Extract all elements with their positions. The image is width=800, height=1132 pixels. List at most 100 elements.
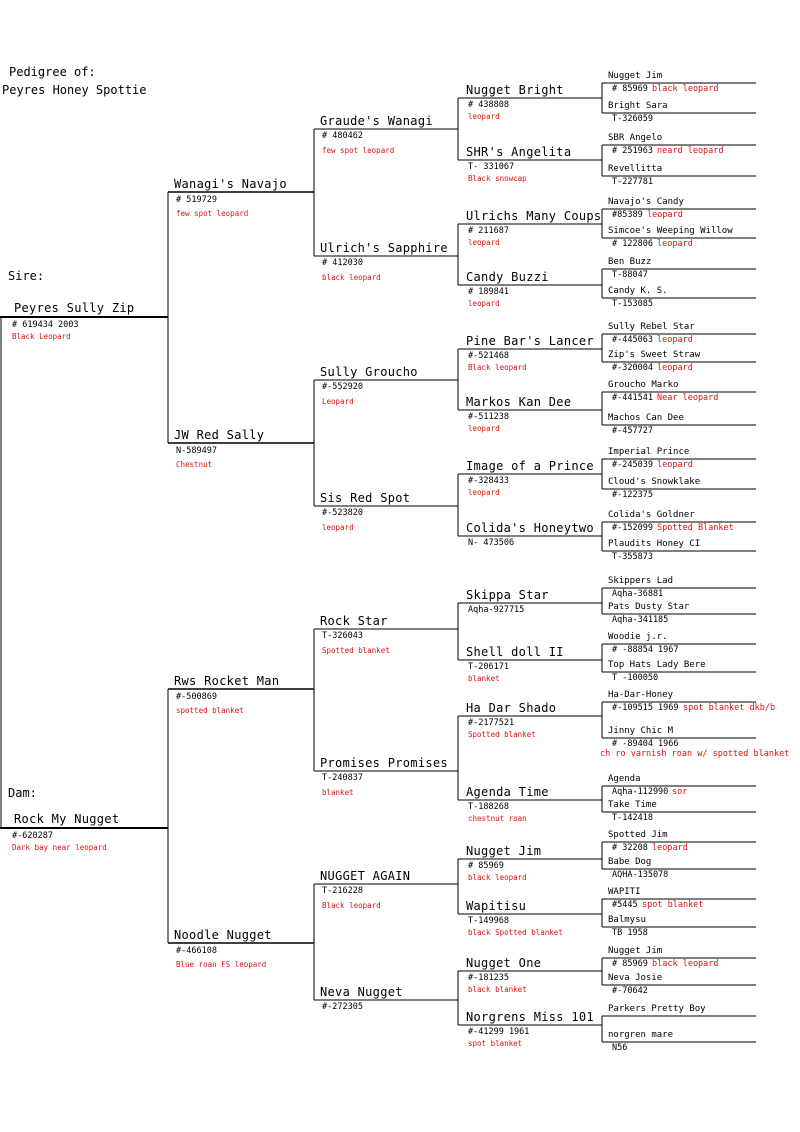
g4-horse-name: Candy Buzzi: [466, 270, 549, 284]
g4-horse-color: black Spotted blanket: [468, 928, 563, 937]
g2-horse-reg: #-500869: [176, 692, 217, 702]
g4-horse-reg: #-41299 1961: [468, 1027, 530, 1037]
g4-horse-color: black leopard: [468, 873, 527, 882]
g4-horse-reg: #-181235: [468, 973, 509, 983]
g4-horse-color: spot blanket: [468, 1039, 523, 1048]
g5-horse-reg: TB 1958: [612, 928, 648, 938]
g2-horse-name: Noodle Nugget: [174, 928, 272, 942]
g2-horse-color: Chestnut: [176, 460, 213, 469]
g4-horse-name: Nugget One: [466, 956, 542, 970]
g5-horse-reg: #-445063: [612, 335, 653, 345]
g4-horse-name: Image of a Prince: [466, 459, 594, 473]
g4-horse-reg: #-2177521: [468, 718, 515, 728]
g5-horse-name: Sully Rebel Star: [608, 322, 695, 332]
g2-horse-color: spotted blanket: [176, 706, 244, 715]
g5-horse-name: Take Time: [608, 800, 657, 810]
g4-horse-name: Markos Kan Dee: [466, 395, 572, 409]
g5-horse-reg: #85389: [612, 210, 643, 220]
g5-horse-reg: # 122806: [612, 239, 653, 249]
g5-horse-reg: T-88047: [612, 270, 648, 280]
g5-horse-name: Plaudits Honey CI: [608, 539, 701, 549]
g5-horse-reg: Aqha-112990: [612, 787, 669, 797]
g5-horse-reg: AQHA-135078: [612, 870, 669, 880]
g5-horse-reg: #-109515 1969: [612, 703, 679, 713]
g5-horse-name: Groucho Marko: [608, 380, 679, 390]
g3-horse-name: NUGGET AGAIN: [320, 869, 411, 883]
g3-horse-reg: T-240837: [322, 773, 363, 783]
g5-horse-color: leopard: [657, 239, 693, 249]
g2-horse-reg: #-466108: [176, 946, 217, 956]
g5-horse-name: Neva Josie: [608, 973, 663, 983]
g4-horse-color: chestnut roan: [468, 814, 527, 823]
g5-horse-reg: T-153085: [612, 299, 653, 309]
g3-horse-color: Spotted blanket: [322, 646, 390, 655]
g4-horse-name: Norgrens Miss 101: [466, 1010, 594, 1024]
g3-horse-color: black leopard: [322, 273, 381, 282]
g5-horse-color: spot blanket dkb/b: [683, 703, 776, 713]
g4-horse-name: Nugget Bright: [466, 83, 564, 97]
g5-horse-reg: # -89404 1966: [612, 739, 679, 749]
g5-horse-name: Ben Buzz: [608, 257, 652, 267]
g4-horse-reg: #-328433: [468, 476, 509, 486]
g4-horse-color: leopard: [468, 488, 500, 497]
g5-horse-name: Pats Dusty Star: [608, 602, 690, 612]
g1-dam-color: Dark bay near leopard: [12, 843, 107, 852]
g3-horse-name: Promises Promises: [320, 756, 448, 770]
g5-horse-reg: # 85969: [612, 84, 648, 94]
g5-horse-reg: #-152099: [612, 523, 653, 533]
g5-horse-name: Woodie j.r.: [608, 632, 668, 642]
g5-horse-name: Machos Can Dee: [608, 413, 684, 423]
g5-horse-name: Ha-Dar-Honey: [608, 690, 674, 700]
g5-horse-reg: # 251963: [612, 146, 653, 156]
g1-sire-reg: # 619434 2003: [12, 320, 79, 330]
g4-horse-name: Wapitisu: [466, 899, 527, 913]
g3-horse-name: Rock Star: [320, 614, 388, 628]
g3-horse-name: Neva Nugget: [320, 985, 403, 999]
g3-horse-color: leopard: [322, 523, 354, 532]
g5-horse-reg: #5445: [612, 900, 638, 910]
g3-horse-name: Sully Groucho: [320, 365, 418, 379]
g3-horse-color: few spot leopard: [322, 146, 395, 155]
g4-horse-reg: # 438808: [468, 100, 509, 110]
g1-dam-name: Rock My Nugget: [14, 812, 120, 826]
g4-horse-color: Black leopard: [468, 363, 527, 372]
sire-label: Sire:: [8, 269, 45, 283]
g4-horse-reg: T-206171: [468, 662, 509, 672]
g3-horse-color: Leopard: [322, 397, 354, 406]
g4-horse-reg: T-188268: [468, 802, 509, 812]
g5-horse-color: black leopard: [652, 959, 719, 969]
g5-horse-name: Parkers Pretty Boy: [608, 1004, 706, 1014]
g5-horse-color: leopard: [652, 843, 688, 853]
g3-horse-reg: T-216228: [322, 886, 363, 896]
g5-horse-name: Zip's Sweet Straw: [608, 350, 701, 360]
g4-horse-name: Ha Dar Shado: [466, 701, 557, 715]
g2-horse-name: JW Red Sally: [174, 428, 265, 442]
g5-horse-name: norgren mare: [608, 1030, 674, 1040]
g4-horse-color: black blanket: [468, 985, 527, 994]
g5-horse-color: Near leopard: [657, 393, 719, 403]
g4-horse-reg: N- 473506: [468, 538, 515, 548]
g4-horse-reg: T- 331067: [468, 162, 515, 172]
g2-horse-reg: # 519729: [176, 195, 217, 205]
g4-horse-reg: # 85969: [468, 861, 504, 871]
g3-horse-reg: #-523820: [322, 508, 363, 518]
g5-horse-name: Jinny Chic M: [608, 726, 674, 736]
g5-horse-color: leopard: [657, 335, 693, 345]
g5-horse-color: black leopard: [652, 84, 719, 94]
g5-horse-name: Simcoe's Weeping Willow: [608, 226, 733, 236]
g5-horse-reg: #-320004: [612, 363, 653, 373]
g5-horse-name: Skippers Lad: [608, 576, 674, 586]
g4-horse-name: Pine Bar's Lancer: [466, 334, 594, 348]
g3-horse-name: Ulrich's Sapphire: [320, 241, 448, 255]
g4-horse-name: SHR's Angelita: [466, 145, 572, 159]
g4-horse-name: Colida's Honeytwo: [466, 521, 594, 535]
g5-horse-name: Candy K. S.: [608, 286, 668, 296]
g3-horse-reg: # 480462: [322, 131, 363, 141]
dam-label: Dam:: [8, 786, 37, 800]
pedigree-horse-name: Peyres Honey Spottie: [2, 83, 147, 97]
g4-horse-color: blanket: [468, 674, 500, 683]
g3-horse-color: Black leopard: [322, 901, 381, 910]
g5-horse-name: Bright Sara: [608, 101, 668, 111]
g3-horse-reg: T-326043: [322, 631, 363, 641]
